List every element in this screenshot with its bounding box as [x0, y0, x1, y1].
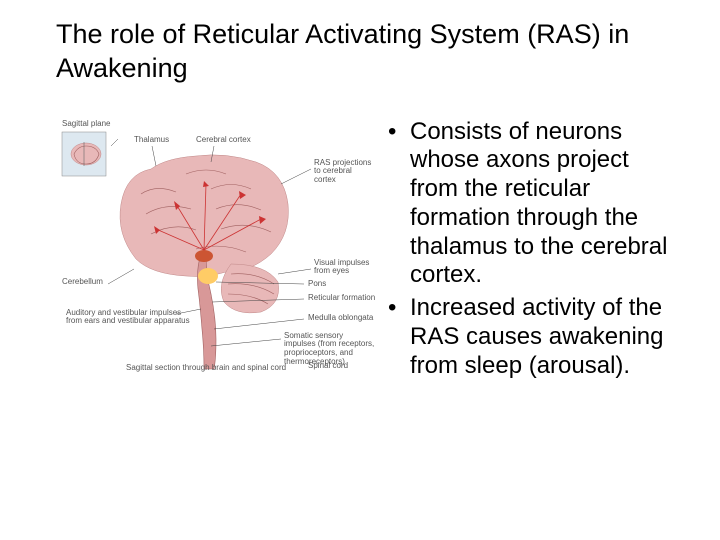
bullet-item: Increased activity of the RAS causes awa… [388, 294, 680, 380]
label-medulla: Medulla oblongata [308, 314, 373, 323]
label-pons: Pons [308, 280, 326, 289]
label-ras-proj: RAS projections to cerebral cortex [314, 159, 374, 185]
slide-title: The role of Reticular Activating System … [56, 18, 680, 86]
label-cerebellum: Cerebellum [62, 278, 103, 287]
brain-figure: Sagittal plane Thalamus Cerebral cortex … [56, 114, 376, 385]
label-thalamus: Thalamus [134, 136, 169, 145]
label-sagittal: Sagittal plane [62, 120, 110, 129]
bullet-item: Consists of neurons whose axons project … [388, 118, 680, 291]
label-caption: Sagittal section through brain and spina… [126, 364, 286, 373]
label-auditory: Auditory and vestibular impulses from ea… [66, 309, 196, 327]
label-reticular: Reticular formation [308, 294, 375, 303]
label-visual: Visual impulses from eyes [314, 259, 376, 277]
label-spinal: Spinal cord [308, 362, 348, 371]
slide-container: The role of Reticular Activating System … [0, 0, 720, 405]
label-cortex: Cerebral cortex [196, 136, 251, 145]
bullet-list: Consists of neurons whose axons project … [388, 114, 680, 385]
brain-diagram: Sagittal plane Thalamus Cerebral cortex … [56, 114, 376, 374]
content-row: Sagittal plane Thalamus Cerebral cortex … [56, 114, 680, 385]
